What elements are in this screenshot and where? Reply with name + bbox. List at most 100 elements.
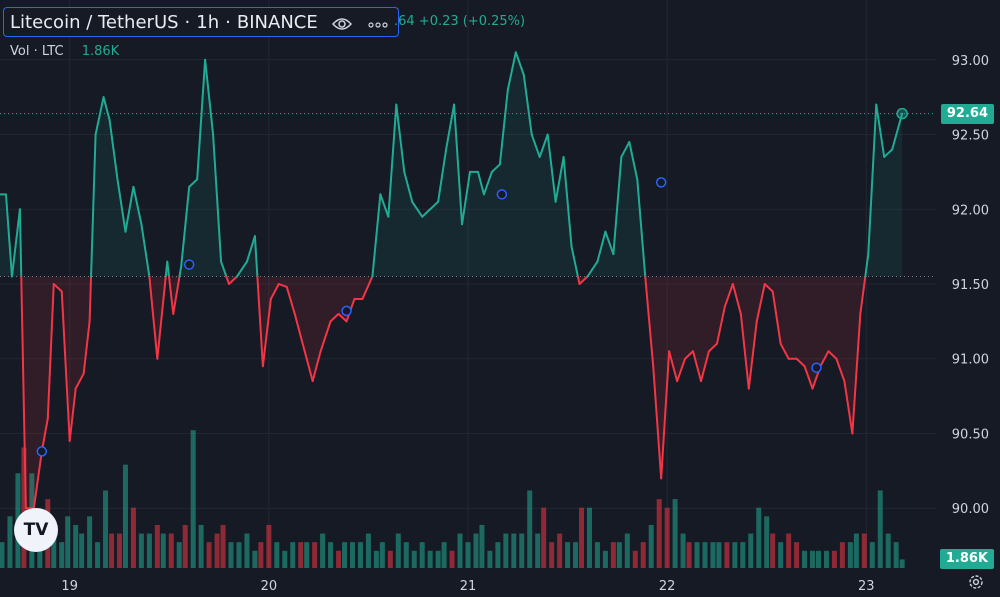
x-tick-label: 20 xyxy=(261,579,278,594)
price-segment xyxy=(596,230,607,263)
volume-bar xyxy=(349,542,355,568)
volume-bar xyxy=(290,542,296,568)
volume-bar xyxy=(328,542,334,568)
volume-bar xyxy=(190,430,196,568)
price-segment xyxy=(692,350,703,383)
volume-bar xyxy=(694,542,700,568)
volume-bar xyxy=(632,550,638,568)
price-segment xyxy=(795,357,806,368)
time-axis[interactable]: 19 20 21 22 23 xyxy=(61,579,874,594)
volume-bar xyxy=(274,542,280,568)
price-segment xyxy=(668,350,679,383)
price-segment xyxy=(82,320,91,375)
eye-icon[interactable] xyxy=(331,15,352,30)
settings-gear-icon[interactable] xyxy=(968,574,984,590)
volume-bar xyxy=(495,542,501,568)
fill-segment xyxy=(621,142,630,277)
price-segment xyxy=(715,305,726,345)
price-segment xyxy=(576,275,581,285)
volume-legend[interactable]: Vol · LTC 1.86K xyxy=(10,44,119,59)
volume-bar xyxy=(282,550,288,568)
price-segment xyxy=(10,208,21,278)
price-segment xyxy=(156,275,167,360)
price-segment xyxy=(514,51,525,76)
price-segment xyxy=(361,275,374,300)
price-segment xyxy=(261,297,272,368)
interval-label[interactable]: 1h xyxy=(196,11,220,33)
price-segment xyxy=(140,223,151,278)
volume-bar xyxy=(748,533,754,568)
price-segment xyxy=(620,141,631,158)
volume-bar xyxy=(794,542,800,568)
fill-segment xyxy=(412,201,423,277)
fill-segment xyxy=(330,276,339,322)
price-segment xyxy=(851,312,862,435)
price-axis[interactable]: 90.00 90.50 91.00 91.50 92.00 92.50 93.00 xyxy=(952,54,989,517)
fill-segment xyxy=(354,276,363,299)
volume-value: 1.86K xyxy=(81,44,120,59)
price-segment xyxy=(204,58,215,136)
volume-bar xyxy=(756,507,762,568)
volume-bar xyxy=(176,542,182,568)
price-segment xyxy=(277,283,288,288)
fill-segment xyxy=(103,97,110,277)
fill-segment xyxy=(462,171,470,277)
event-marker xyxy=(183,259,195,270)
price-segment xyxy=(60,290,71,442)
volume-bar xyxy=(610,542,616,568)
price-segment xyxy=(604,230,615,256)
price-segment xyxy=(707,342,718,353)
fill-segment xyxy=(716,276,725,344)
volume-bar xyxy=(816,550,822,568)
more-dots-icon[interactable] xyxy=(368,13,388,32)
price-segment xyxy=(225,275,231,285)
price-segment xyxy=(731,283,742,315)
fill-segment xyxy=(892,113,903,277)
volume-bar xyxy=(168,533,174,568)
price-segment xyxy=(437,148,448,203)
volume-bar xyxy=(802,550,808,568)
fill-segment xyxy=(836,276,845,382)
price-segment xyxy=(285,285,296,315)
fill-segment xyxy=(820,276,829,367)
x-tick-label: 19 xyxy=(61,579,78,594)
price-segment xyxy=(90,133,97,278)
volume-bar xyxy=(716,542,722,568)
price-segment xyxy=(395,103,406,173)
price-segment xyxy=(148,275,159,360)
fill-segment xyxy=(844,276,853,434)
price-change: .64 +0.23 (+0.25%) xyxy=(394,14,526,29)
volume-bar xyxy=(130,507,136,568)
volume-bar xyxy=(182,524,188,568)
event-markers[interactable] xyxy=(36,177,822,457)
exchange-label: BINANCE xyxy=(236,11,318,33)
fill-segment xyxy=(764,276,773,292)
price-segment xyxy=(660,350,671,480)
price-segment xyxy=(755,283,766,323)
price-segment xyxy=(684,350,695,360)
volume-bar xyxy=(573,542,579,568)
price-segment xyxy=(269,283,280,300)
fill-segment xyxy=(83,276,90,374)
symbol-header[interactable]: Litecoin / TetherUS · 1h · BINANCE xyxy=(3,7,399,37)
volume-bar xyxy=(899,559,905,568)
y-tick-label: 92.50 xyxy=(952,129,989,144)
volume-bar xyxy=(640,542,646,568)
fill-segment xyxy=(499,89,508,277)
volume-bar xyxy=(519,533,525,568)
volume-bar xyxy=(586,507,592,568)
fill-segment xyxy=(438,149,447,277)
volume-bar xyxy=(853,533,859,568)
volume-bar xyxy=(411,550,417,568)
volume-bar xyxy=(435,550,441,568)
price-segment xyxy=(461,170,471,226)
tradingview-logo[interactable]: TV xyxy=(14,508,58,552)
volume-bar xyxy=(594,542,600,568)
event-marker xyxy=(655,177,667,188)
volume-bar xyxy=(764,516,770,568)
volume-bar xyxy=(73,524,79,568)
volume-bar xyxy=(379,542,385,568)
volume-bar xyxy=(565,542,571,568)
fill-segment xyxy=(605,231,614,277)
